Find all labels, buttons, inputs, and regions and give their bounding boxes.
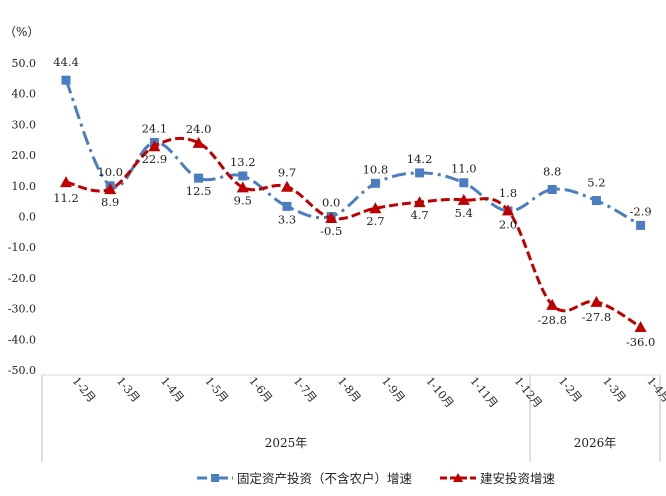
data-label: 24.1 xyxy=(142,122,168,136)
data-label: -36.0 xyxy=(626,335,656,349)
data-point-square xyxy=(591,196,601,206)
data-label: 12.5 xyxy=(186,184,212,198)
y-tick-label: 20.0 xyxy=(12,149,37,162)
data-label: 44.4 xyxy=(53,55,79,69)
x-tick-label: 1-9月 xyxy=(379,375,407,405)
x-tick-label: 1-4月 xyxy=(644,375,666,405)
data-label: 3.3 xyxy=(278,212,296,226)
y-tick-label: 0.0 xyxy=(19,211,37,224)
data-label: 10.8 xyxy=(363,162,389,176)
data-label: -0.5 xyxy=(320,224,342,238)
data-point-triangle xyxy=(281,180,293,192)
legend-marker-triangle xyxy=(453,473,463,482)
data-point-square xyxy=(61,75,71,85)
x-tick-label: 1-7月 xyxy=(291,375,319,405)
data-point-triangle xyxy=(325,212,338,224)
data-label: 5.4 xyxy=(455,206,473,220)
year-group-label: 2025年 xyxy=(265,436,308,450)
data-point-triangle xyxy=(413,196,426,208)
data-point-triangle xyxy=(236,181,249,193)
series-layer xyxy=(60,75,647,333)
data-label: 9.5 xyxy=(234,193,252,207)
x-tick-label: 1-3月 xyxy=(114,375,142,405)
data-point-square xyxy=(370,178,380,188)
data-point-triangle xyxy=(369,202,382,214)
data-point-triangle xyxy=(546,298,559,310)
data-point-triangle xyxy=(148,140,161,152)
y-tick-label: -20.0 xyxy=(8,272,36,285)
data-point-triangle xyxy=(634,321,647,333)
data-label: 10.0 xyxy=(97,165,123,179)
data-point-triangle xyxy=(590,295,603,307)
series-line xyxy=(64,79,642,227)
x-tick-label: 1-5月 xyxy=(202,375,230,405)
data-label: 11.2 xyxy=(53,191,79,205)
x-tick-label: 1-12月 xyxy=(512,375,545,411)
series-line xyxy=(65,136,642,329)
data-label: 4.7 xyxy=(410,208,428,222)
data-label: 24.0 xyxy=(186,122,212,136)
x-tick-label: 1-3月 xyxy=(600,375,628,405)
data-label: 8.9 xyxy=(101,195,119,209)
data-point-square xyxy=(459,178,469,188)
data-label: 0.0 xyxy=(322,196,340,210)
x-tick-label: 1-6月 xyxy=(247,375,275,405)
data-point-triangle xyxy=(192,136,205,148)
legend-marker-square xyxy=(211,474,219,482)
data-point-square xyxy=(238,171,248,181)
data-label: 8.8 xyxy=(543,164,561,178)
data-point-triangle xyxy=(502,204,514,216)
legend-label: 建安投资增速 xyxy=(480,471,556,486)
data-label: 22.9 xyxy=(142,152,168,166)
data-point-square xyxy=(636,220,646,230)
data-label: -28.8 xyxy=(537,313,567,327)
data-label: 1.8 xyxy=(499,186,517,200)
data-labels: 44.4 11.2 10.0 8.9 24.1 22.9 12.5 24.0 13.2 9.5 3.… xyxy=(53,55,655,349)
data-point-triangle xyxy=(457,193,470,205)
data-label: 14.2 xyxy=(407,152,433,166)
legend: 固定资产投资（不含农户）增速 建安投资增速 xyxy=(197,471,556,486)
unit-label: （%） xyxy=(4,25,39,39)
data-label: 5.2 xyxy=(587,176,605,190)
data-label: 11.0 xyxy=(451,162,477,176)
data-label: 2.7 xyxy=(366,214,384,228)
y-tick-label: -10.0 xyxy=(8,241,36,254)
y-tick-label: -30.0 xyxy=(8,303,36,316)
data-point-triangle xyxy=(60,176,72,188)
x-tick-label: 1-4月 xyxy=(158,375,186,405)
year-group-label: 2026年 xyxy=(574,436,617,450)
data-point-square xyxy=(547,184,557,194)
x-tick-label: 1-8月 xyxy=(335,375,363,405)
data-point-triangle xyxy=(104,183,117,195)
data-point-square xyxy=(194,173,204,183)
axes: 50.0 40.0 30.0 20.0 10.0 0.0 -10.0 -20.0 -30.0 -4… xyxy=(8,57,666,462)
y-tick-label: -50.0 xyxy=(8,364,36,377)
y-tick-label: 30.0 xyxy=(12,118,37,131)
y-tick-label: -40.0 xyxy=(8,333,36,346)
data-point-square xyxy=(415,168,425,178)
x-tick-label: 1-2月 xyxy=(70,375,98,405)
x-tick-label: 1-10月 xyxy=(423,375,456,411)
data-label: 9.7 xyxy=(278,166,296,180)
y-tick-label: 50.0 xyxy=(12,57,37,70)
legend-label: 固定资产投资（不含农户）增速 xyxy=(237,471,413,486)
x-tick-label: 1-2月 xyxy=(556,375,584,405)
data-label: 2.0 xyxy=(499,217,517,231)
x-tick-label: 1-11月 xyxy=(468,375,501,411)
data-label: -2.9 xyxy=(630,204,652,218)
y-tick-label: 10.0 xyxy=(12,180,37,193)
data-point-square xyxy=(282,201,292,211)
data-label: -27.8 xyxy=(582,310,612,324)
y-tick-label: 40.0 xyxy=(12,88,37,101)
data-label: 13.2 xyxy=(230,155,256,169)
